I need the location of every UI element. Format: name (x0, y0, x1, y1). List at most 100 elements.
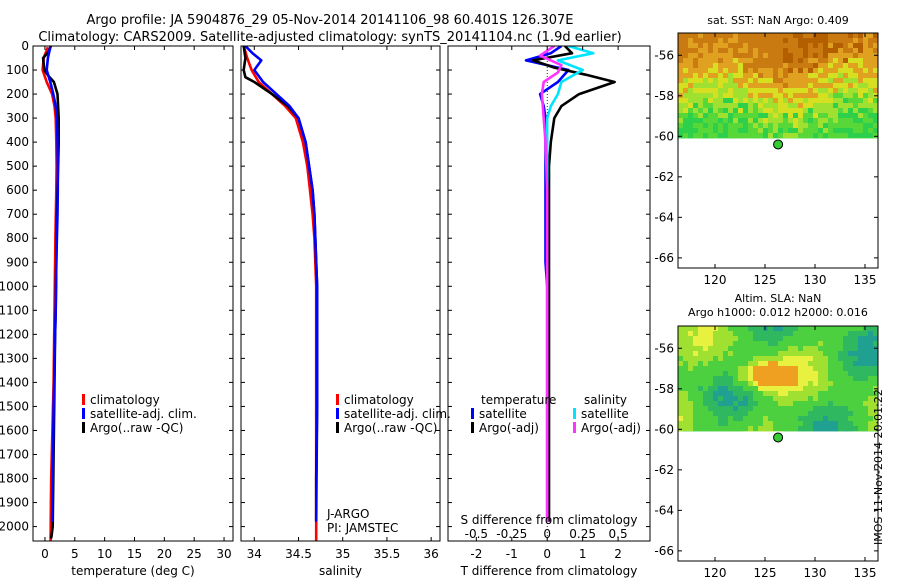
map-cell (688, 351, 694, 357)
map-cell (793, 48, 799, 54)
map-cell (808, 331, 814, 337)
map-cell (718, 386, 724, 392)
map-cell (773, 113, 779, 119)
map-cell (808, 128, 814, 134)
map-cell (723, 133, 729, 139)
y-tick-label: 400 (6, 135, 29, 149)
map-cell (853, 351, 859, 357)
sla-map-title-line-1: Altim. SLA: NaN (734, 292, 822, 305)
map-cell (683, 386, 689, 392)
map-cell (713, 421, 719, 427)
map-cell (693, 103, 699, 109)
map-cell (858, 63, 864, 69)
map-cell (803, 118, 809, 124)
map-cell (723, 43, 729, 49)
map-cell (828, 108, 834, 114)
map-cell (683, 58, 689, 64)
map-cell (838, 83, 844, 89)
map-cell (853, 381, 859, 387)
map-cell (723, 98, 729, 104)
map-cell (713, 123, 719, 129)
map-cell (728, 118, 734, 124)
legend-label-0: satellite (479, 407, 527, 421)
map-cell (838, 108, 844, 114)
map-cell (873, 396, 879, 402)
map-cell (798, 58, 804, 64)
map-cell (823, 103, 829, 109)
map-cell (708, 118, 714, 124)
map-cell (828, 401, 834, 407)
map-cell (853, 63, 859, 69)
map-cell (748, 88, 754, 94)
map-cell (868, 396, 874, 402)
y-tick-label: 1800 (0, 472, 29, 486)
map-cell (848, 58, 854, 64)
map-cell (788, 406, 794, 412)
map-cell (848, 103, 854, 109)
map-cell (863, 53, 869, 59)
map-cell (718, 78, 724, 84)
map-cell (873, 68, 879, 74)
map-cell (768, 371, 774, 377)
map-cell (873, 113, 879, 119)
map-cell (708, 88, 714, 94)
map-cell (868, 401, 874, 407)
map-cell (753, 381, 759, 387)
map-y-tick-label: -66 (654, 251, 674, 265)
map-cell (798, 108, 804, 114)
map-cell (828, 58, 834, 64)
map-cell (713, 386, 719, 392)
map-cell (763, 118, 769, 124)
map-cell (683, 426, 689, 432)
map-cell (753, 386, 759, 392)
map-cell (688, 118, 694, 124)
map-cell (758, 123, 764, 129)
map-cell (768, 386, 774, 392)
map-cell (773, 401, 779, 407)
map-cell (758, 53, 764, 59)
map-cell (788, 118, 794, 124)
map-cell (843, 78, 849, 84)
map-cell (818, 58, 824, 64)
map-cell (773, 426, 779, 432)
map-cell (683, 401, 689, 407)
map-cell (748, 118, 754, 124)
map-cell (853, 336, 859, 342)
map-cell (718, 376, 724, 382)
map-cell (858, 113, 864, 119)
map-cell (793, 133, 799, 139)
map-cell (828, 336, 834, 342)
map-cell (838, 103, 844, 109)
map-cell (803, 401, 809, 407)
map-cell (833, 381, 839, 387)
map-cell (778, 73, 784, 79)
map-cell (678, 43, 684, 49)
map-cell (763, 68, 769, 74)
map-cell (698, 381, 704, 387)
map-cell (833, 118, 839, 124)
map-cell (833, 426, 839, 432)
map-cell (798, 401, 804, 407)
map-cell (758, 336, 764, 342)
map-cell (868, 43, 874, 49)
map-cell (678, 411, 684, 417)
map-y-tick-label: -64 (654, 503, 674, 517)
map-cell (868, 128, 874, 134)
x-tick-label: -1 (506, 547, 518, 561)
y-tick-label: 500 (6, 159, 29, 173)
map-cell (713, 88, 719, 94)
map-cell (788, 93, 794, 99)
map-cell (723, 68, 729, 74)
map-cell (783, 73, 789, 79)
map-cell (778, 341, 784, 347)
map-cell (848, 78, 854, 84)
map-cell (838, 58, 844, 64)
map-cell (768, 48, 774, 54)
map-cell (813, 376, 819, 382)
map-cell (733, 63, 739, 69)
map-cell (728, 128, 734, 134)
map-cell (733, 391, 739, 397)
legend-heading-temperature: temperature (481, 393, 556, 407)
map-cell (768, 83, 774, 89)
map-cell (813, 98, 819, 104)
